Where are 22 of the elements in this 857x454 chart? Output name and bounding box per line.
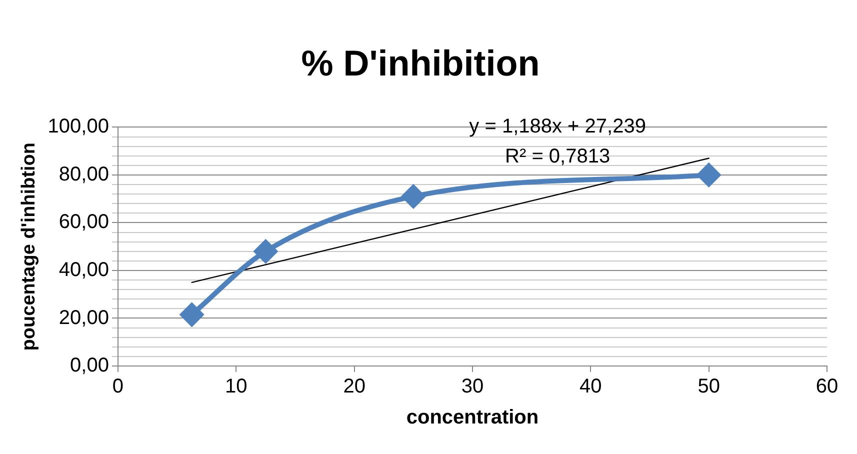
x-tick-label: 10 [225,376,248,398]
annotation: R² = 0,7813 [505,146,610,168]
y-tick-label: 0,00 [70,354,109,377]
x-tick-label: 60 [816,376,838,398]
point [180,303,204,326]
x-tick-label: 0 [112,376,124,398]
annotation: y = 1,188x + 27,239 [469,116,646,138]
chart-title: % D'inhibition [301,42,540,84]
y-tick-label: 40,00 [58,258,109,281]
x-tick-label: 40 [580,376,602,398]
point [402,184,425,208]
x-tick-label: 50 [698,376,720,398]
y-tick-label: 100,00 [48,116,109,138]
y-tick-label: 20,00 [58,306,109,329]
y-axis-title: poucentage d'inhibtion [18,142,40,351]
x-tick-label: 30 [461,376,484,398]
y-tick-label: 60,00 [58,211,109,234]
x-axis-title: concentration [406,406,539,429]
y-tick-label: 80,00 [58,163,109,186]
point [697,163,720,186]
point [254,240,278,263]
x-tick-label: 20 [343,376,366,398]
